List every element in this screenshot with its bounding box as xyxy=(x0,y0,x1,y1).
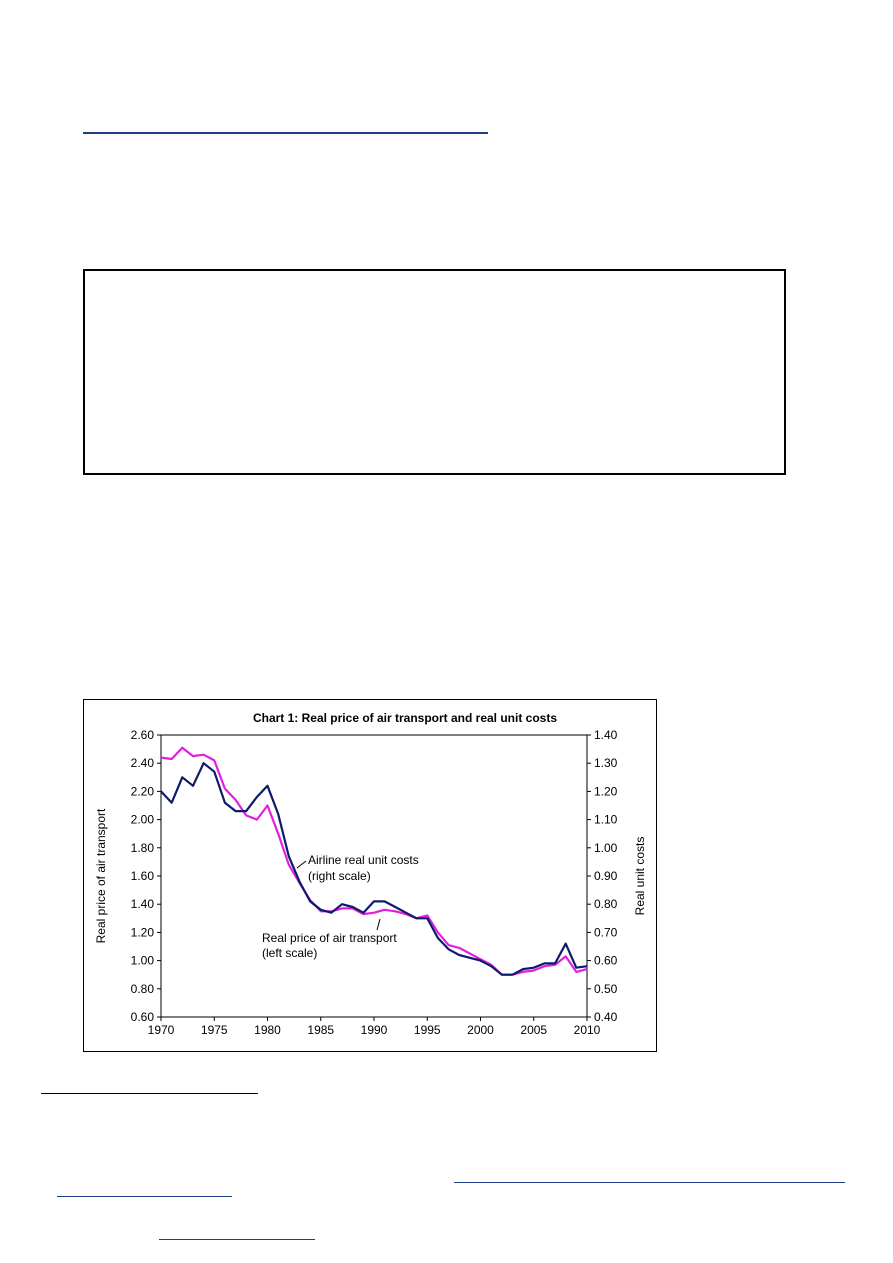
x-tick-label: 1975 xyxy=(201,1023,228,1037)
footnote-separator xyxy=(41,1093,258,1094)
right-axis-label: Real unit costs xyxy=(633,837,647,916)
chart-svg: Chart 1: Real price of air transport and… xyxy=(94,711,647,1037)
x-tick-label: 2010 xyxy=(574,1023,601,1037)
right-tick-label: 0.70 xyxy=(594,925,618,939)
plot-area xyxy=(160,734,588,1018)
link-underline xyxy=(83,132,488,134)
x-tick-label: 1980 xyxy=(254,1023,281,1037)
price-annotation-line-1: Real price of air transport xyxy=(262,931,397,945)
right-tick-label: 0.80 xyxy=(594,897,618,911)
x-tick-label: 1990 xyxy=(361,1023,388,1037)
left-tick-label: 1.80 xyxy=(131,841,155,855)
right-tick-label: 1.00 xyxy=(594,841,618,855)
left-axis-ticks: 0.60 0.80 1.00 1.20 1.40 1.60 1.80 2.00 2.20 2.40… xyxy=(131,728,161,1024)
left-tick-label: 2.60 xyxy=(131,728,155,742)
right-axis-ticks: 0.40 0.50 0.60 0.70 0.80 0.90 1.00 1.10 1.20 1.30… xyxy=(587,728,618,1024)
right-tick-label: 1.40 xyxy=(594,728,618,742)
chart-title: Chart 1: Real price of air transport and… xyxy=(253,711,557,725)
left-axis-label: Real price of air transport xyxy=(94,808,108,943)
x-tick-label: 2000 xyxy=(467,1023,494,1037)
right-tick-label: 0.60 xyxy=(594,954,618,968)
x-tick-label: 1985 xyxy=(307,1023,334,1037)
price-annotation-line-2: (left scale) xyxy=(262,946,317,960)
x-axis-ticks: 1970 1975 1980 1985 1990 1995 2000 2005 2010 xyxy=(148,1017,601,1037)
x-tick-label: 1970 xyxy=(148,1023,175,1037)
footnote-link-underline-1b[interactable] xyxy=(57,1196,232,1197)
cost-series-line xyxy=(160,762,588,976)
left-tick-label: 2.40 xyxy=(131,756,155,770)
cost-annotation-line-2: (right scale) xyxy=(308,869,371,883)
chart-frame: Chart 1: Real price of air transport and… xyxy=(83,699,657,1052)
left-tick-label: 1.00 xyxy=(131,954,155,968)
footnote-link-underline-2[interactable] xyxy=(159,1239,315,1240)
x-tick-label: 1995 xyxy=(414,1023,441,1037)
left-tick-label: 1.60 xyxy=(131,869,155,883)
right-tick-label: 1.10 xyxy=(594,813,618,827)
left-tick-label: 0.60 xyxy=(131,1010,155,1024)
x-tick-label: 2005 xyxy=(520,1023,547,1037)
left-tick-label: 2.00 xyxy=(131,813,155,827)
cost-annotation-pointer xyxy=(296,860,307,869)
left-tick-label: 0.80 xyxy=(131,982,155,996)
right-tick-label: 0.50 xyxy=(594,982,618,996)
series-lines xyxy=(160,746,588,976)
cost-annotation-line-1: Airline real unit costs xyxy=(308,853,419,867)
left-tick-label: 1.40 xyxy=(131,897,155,911)
left-tick-label: 2.20 xyxy=(131,784,155,798)
bordered-box xyxy=(83,269,786,475)
price-annotation-pointer xyxy=(376,918,381,931)
footnote-link-underline-1a[interactable] xyxy=(454,1182,845,1183)
right-tick-label: 0.40 xyxy=(594,1010,618,1024)
left-tick-label: 1.20 xyxy=(131,925,155,939)
right-tick-label: 0.90 xyxy=(594,869,618,883)
right-tick-label: 1.30 xyxy=(594,756,618,770)
right-tick-label: 1.20 xyxy=(594,784,618,798)
